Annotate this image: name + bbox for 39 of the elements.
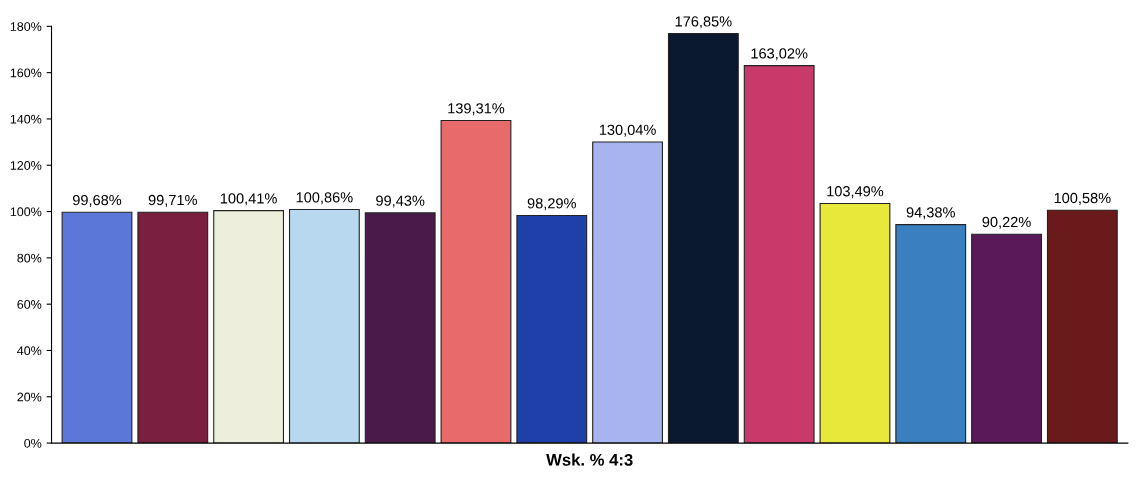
bar <box>516 214 588 444</box>
y-tick-label: 120% <box>10 161 42 170</box>
data-label: 100,58% <box>1054 192 1111 205</box>
y-tick-label: 40% <box>17 346 42 356</box>
bar <box>61 211 133 444</box>
data-label: 163,02% <box>751 48 808 61</box>
data-label: 90,22% <box>982 216 1031 229</box>
data-label: 98,29% <box>527 198 576 211</box>
bar <box>440 119 512 444</box>
y-tick-label: 60% <box>17 299 42 309</box>
y-tick-label: 140% <box>10 114 42 124</box>
data-label: 139,31% <box>448 103 505 116</box>
bar <box>667 33 739 444</box>
y-tick-label: 0% <box>24 438 42 448</box>
data-label: 94,38% <box>906 207 955 220</box>
bar <box>213 210 285 444</box>
bar <box>819 202 891 444</box>
y-tick-label: 100% <box>10 207 42 217</box>
data-label: 130,04% <box>599 124 656 137</box>
data-label: 99,68% <box>72 194 122 207</box>
data-label: 99,43% <box>376 195 425 208</box>
x-axis-title: Wsk. % 4:3 <box>546 453 633 466</box>
y-tick-label: 180% <box>10 22 42 31</box>
bar <box>1046 209 1118 444</box>
bar <box>743 65 815 444</box>
bar <box>288 209 360 444</box>
bar <box>364 212 436 444</box>
bar <box>971 233 1042 444</box>
y-tick-label: 80% <box>17 253 42 263</box>
data-label: 100,41% <box>220 193 277 206</box>
bar <box>137 211 209 444</box>
data-label: 103,49% <box>827 186 884 199</box>
data-label: 99,71% <box>148 194 198 207</box>
y-tick-label: 20% <box>17 392 42 402</box>
bar <box>592 141 663 444</box>
bar <box>895 224 967 444</box>
data-label: 100,86% <box>296 192 353 205</box>
y-tick-label: 160% <box>10 68 42 78</box>
data-label: 176,85% <box>675 16 732 29</box>
